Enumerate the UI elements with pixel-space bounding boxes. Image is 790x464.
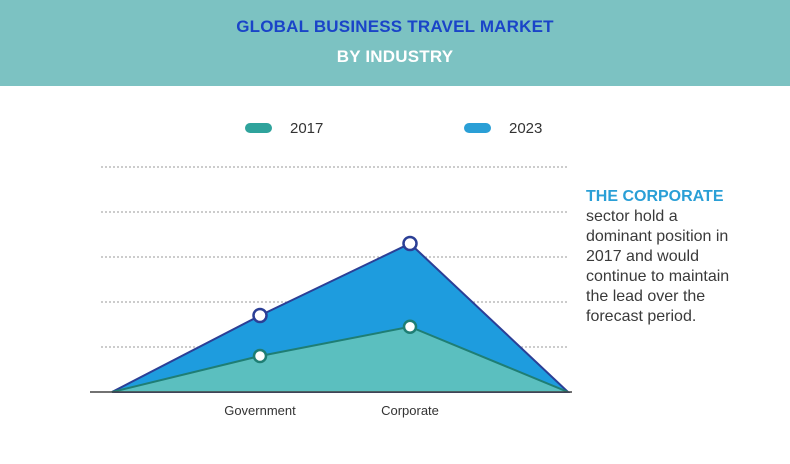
legend-item-2023: 2023 (464, 118, 542, 138)
legend-item-2017: 2017 (245, 118, 323, 138)
marker-2017-corporate (402, 319, 418, 334)
marker-2023-corporate (402, 235, 418, 252)
annotation-line-4: continue to maintain (586, 268, 730, 285)
annotation-line-1: sector hold a (586, 208, 678, 225)
legend-label-2017: 2017 (290, 119, 324, 137)
x-tick-label-corporate: Corporate (381, 403, 439, 418)
marker-2017-government (252, 348, 268, 364)
chart-title: GLOBAL BUSINESS TRAVEL MARKET (236, 17, 554, 36)
marker-2023-government (252, 307, 268, 324)
annotation-line-6: forecast period. (586, 308, 697, 325)
line-2017 (111, 325, 569, 393)
annotation-lead: THE CORPORATE (586, 188, 724, 205)
area-2017 (112, 326, 568, 392)
annotation-line-3: 2017 and would (586, 248, 699, 265)
x-tick-label-government: Government (224, 403, 296, 418)
chart-subtitle: BY INDUSTRY (336, 47, 454, 66)
header-banner: GLOBAL BUSINESS TRAVEL MARKET BY INDUSTR… (0, 0, 790, 86)
legend-swatch-2023 (464, 123, 491, 133)
legend-label-2023: 2023 (509, 119, 543, 137)
legend-swatch-2017 (245, 123, 272, 133)
annotation-line-5: the lead over the (586, 288, 706, 305)
annotation-line-2: dominant position in (586, 228, 729, 245)
annotation-text: THE CORPORATE sector hold a dominant pos… (586, 187, 786, 327)
